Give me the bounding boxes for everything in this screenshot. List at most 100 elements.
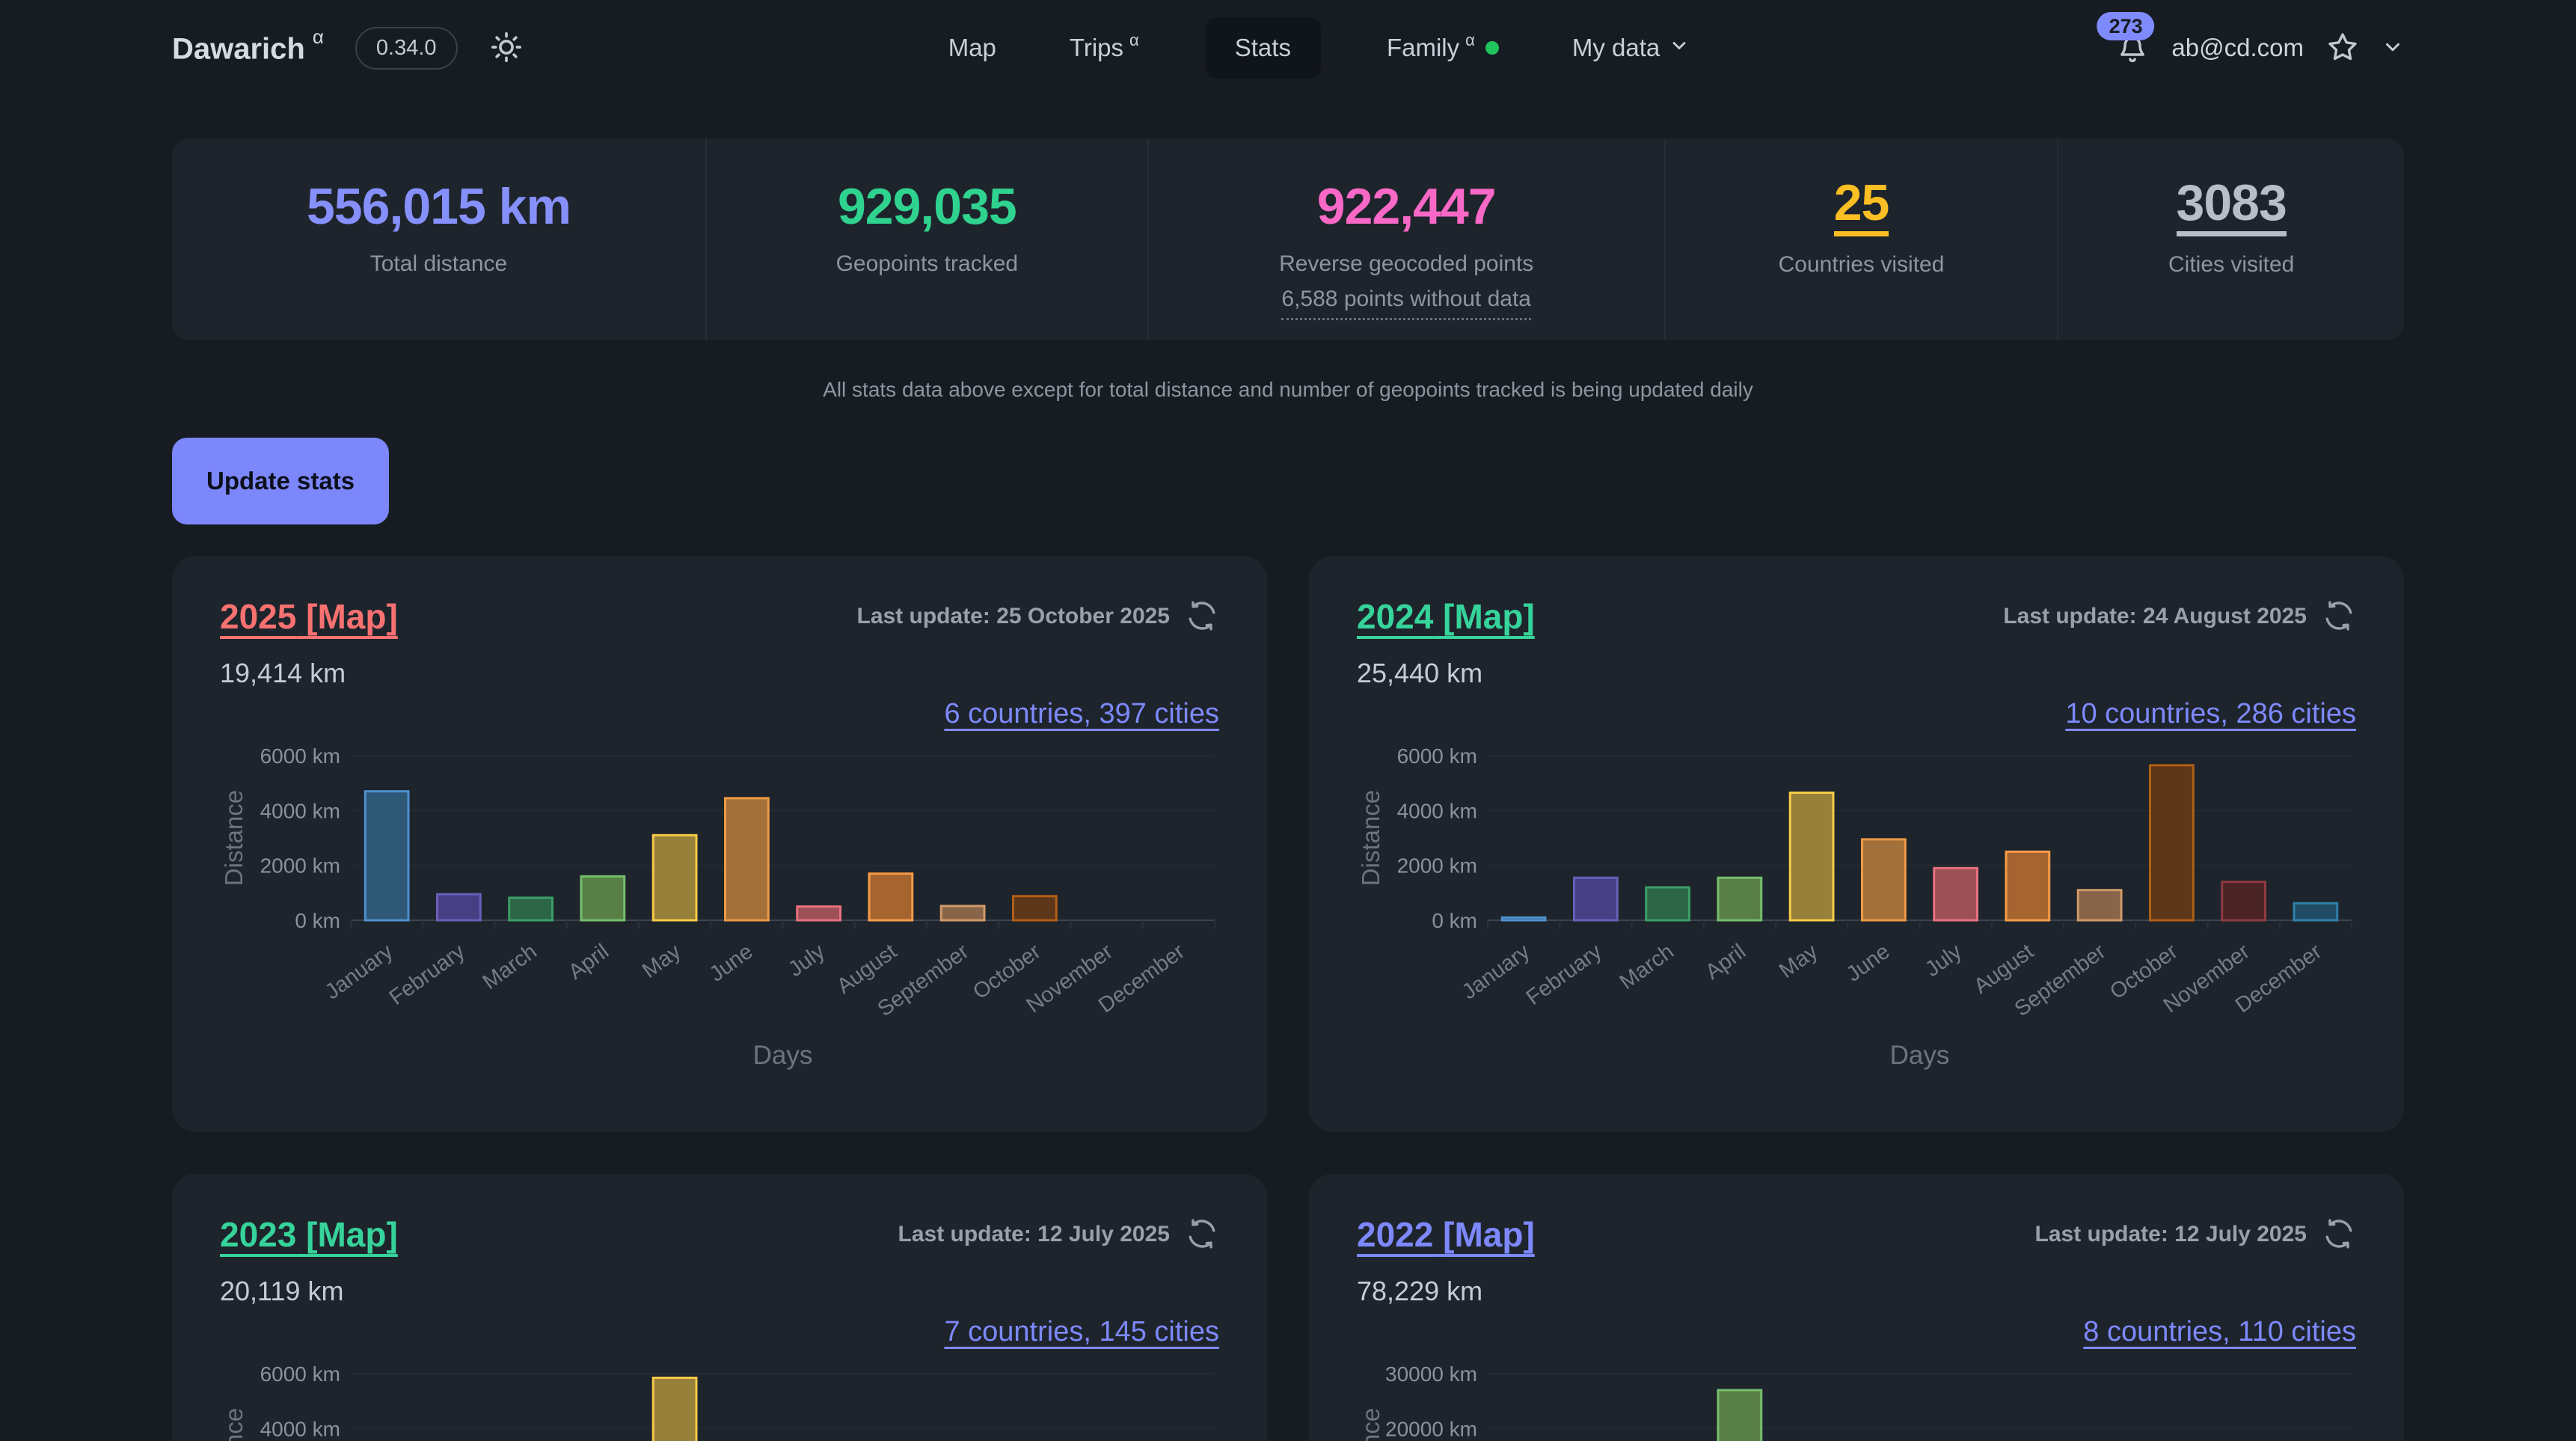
svg-text:May: May [638, 939, 686, 982]
chevron-down-icon [1669, 34, 1690, 62]
countries-cities-link[interactable]: 10 countries, 286 cities [2065, 698, 2356, 729]
year-card-2025: 2025 [Map] Last update: 25 October 2025 … [172, 556, 1267, 1132]
refresh-icon [2322, 599, 2356, 635]
countries-cities-link[interactable]: 7 countries, 145 cities [944, 1316, 1219, 1347]
notification-count-badge: 273 [2097, 11, 2155, 40]
star-icon [2325, 29, 2361, 67]
year-map-link[interactable]: 2023 [Map] [220, 1215, 398, 1254]
svg-text:January: January [321, 939, 398, 1004]
year-card-2023: 2023 [Map] Last update: 12 July 2025 20,… [172, 1174, 1267, 1441]
svg-text:6000 km: 6000 km [1397, 744, 1477, 768]
svg-text:Days: Days [1890, 1041, 1950, 1070]
bell-icon [2115, 33, 2150, 71]
stat-label: Countries visited [1778, 252, 1945, 277]
points-without-data-link[interactable]: 6,588 points without data [1281, 287, 1531, 320]
stat-countries-visited: 25 Countries visited [1663, 138, 2058, 340]
navbar: Dawarich α 0.34.0 Map Trips α Stats Family… [0, 0, 2576, 96]
stat-label: Total distance [369, 251, 508, 277]
notifications-button[interactable]: 273 [2097, 11, 2155, 71]
version-badge: 0.34.0 [355, 26, 458, 70]
nav-item-trips[interactable]: Trips α [1062, 17, 1147, 79]
year-card-2022: 2022 [Map] Last update: 12 July 2025 78,… [1309, 1174, 2404, 1441]
app-logo[interactable]: Dawarich α [172, 25, 324, 66]
svg-text:January: January [1458, 939, 1535, 1004]
stat-geopoints-tracked: 929,035 Geopoints tracked [705, 138, 1147, 340]
year-cards-grid: 2025 [Map] Last update: 25 October 2025 … [172, 556, 2404, 1441]
svg-text:April: April [564, 940, 613, 985]
nav-item-my-data[interactable]: My data [1565, 17, 1697, 79]
stat-label: Reverse geocoded points [1279, 251, 1534, 277]
refresh-button[interactable] [2322, 1217, 2356, 1253]
last-update-text: Last update: 12 July 2025 [898, 1222, 1171, 1246]
svg-text:20000 km: 20000 km [1385, 1417, 1477, 1440]
svg-text:0 km: 0 km [1432, 909, 1477, 932]
svg-text:May: May [1775, 939, 1823, 982]
svg-text:June: June [705, 940, 758, 987]
svg-text:April: April [1701, 940, 1750, 985]
stat-value: 556,015 km [306, 178, 571, 235]
main-content: 556,015 km Total distance 929,035 Geopoi… [172, 138, 2404, 1441]
nav-item-map[interactable]: Map [941, 17, 1004, 79]
stat-value: 922,447 [1316, 178, 1497, 235]
nav-item-family[interactable]: Family α [1379, 17, 1506, 79]
svg-text:July: July [784, 939, 829, 981]
svg-text:February: February [385, 939, 470, 1009]
refresh-icon [2322, 1217, 2356, 1253]
chevron-down-icon [2382, 36, 2404, 61]
refresh-button[interactable] [1185, 599, 1219, 635]
year-card-2024: 2024 [Map] Last update: 24 August 2025 2… [1309, 556, 2404, 1132]
update-stats-button[interactable]: Update stats [172, 438, 390, 524]
year-map-link[interactable]: 2022 [Map] [1357, 1215, 1535, 1254]
theme-toggle-button[interactable] [489, 30, 524, 67]
svg-text:March: March [1616, 940, 1678, 994]
countries-cities-link[interactable]: 6 countries, 397 cities [944, 698, 1219, 729]
last-update-text: Last update: 24 August 2025 [2003, 604, 2307, 628]
svg-text:June: June [1842, 940, 1895, 987]
last-update-text: Last update: 25 October 2025 [856, 604, 1170, 628]
svg-text:4000 km: 4000 km [260, 799, 340, 822]
user-email[interactable]: ab@cd.com [2171, 34, 2304, 61]
svg-text:4000 km: 4000 km [1397, 799, 1477, 822]
stat-label: Cities visited [2168, 252, 2295, 277]
year-map-link[interactable]: 2024 [Map] [1357, 597, 1535, 636]
svg-text:0 km: 0 km [295, 909, 340, 932]
svg-text:4000 km: 4000 km [260, 1417, 340, 1440]
svg-text:Distance: Distance [1357, 790, 1384, 886]
refresh-icon [1185, 1217, 1219, 1253]
nav-item-stats[interactable]: Stats [1204, 17, 1321, 79]
svg-text:Distance: Distance [220, 1408, 248, 1441]
year-map-link[interactable]: 2025 [Map] [220, 597, 398, 636]
year-distance: 20,119 km [220, 1276, 344, 1306]
stats-update-note: All stats data above except for total di… [823, 378, 1753, 401]
stat-value: 929,035 [837, 178, 1017, 235]
countries-cities-link[interactable]: 8 countries, 110 cities [2083, 1316, 2356, 1347]
last-update-text: Last update: 12 July 2025 [2034, 1222, 2307, 1246]
year-distance: 78,229 km [1357, 1276, 1483, 1306]
stat-cities-visited: 3083 Cities visited [2057, 138, 2404, 340]
svg-text:2000 km: 2000 km [1397, 854, 1477, 878]
svg-text:30000 km: 30000 km [1385, 1362, 1477, 1386]
main-nav: Map Trips α Stats Family α My data [524, 17, 2115, 79]
user-menu-toggle[interactable] [2382, 36, 2404, 61]
stat-value: 3083 [2176, 177, 2287, 236]
favorites-button[interactable] [2325, 29, 2361, 67]
svg-text:Distance: Distance [1357, 1408, 1384, 1441]
refresh-button[interactable] [1185, 1217, 1219, 1253]
svg-text:July: July [1921, 939, 1966, 981]
svg-text:6000 km: 6000 km [260, 1362, 340, 1386]
year-distance: 25,440 km [1357, 658, 1483, 688]
refresh-button[interactable] [2322, 599, 2356, 635]
online-status-dot [1485, 41, 1499, 55]
year-distance: 19,414 km [220, 658, 346, 688]
stat-value: 25 [1833, 177, 1889, 236]
stat-reverse-geocoded: 922,447 Reverse geocoded points 6,588 po… [1147, 138, 1664, 340]
svg-text:2000 km: 2000 km [260, 854, 340, 878]
svg-text:6000 km: 6000 km [260, 744, 340, 768]
sun-icon [489, 30, 524, 67]
svg-text:February: February [1522, 939, 1607, 1009]
svg-text:Days: Days [753, 1041, 813, 1070]
